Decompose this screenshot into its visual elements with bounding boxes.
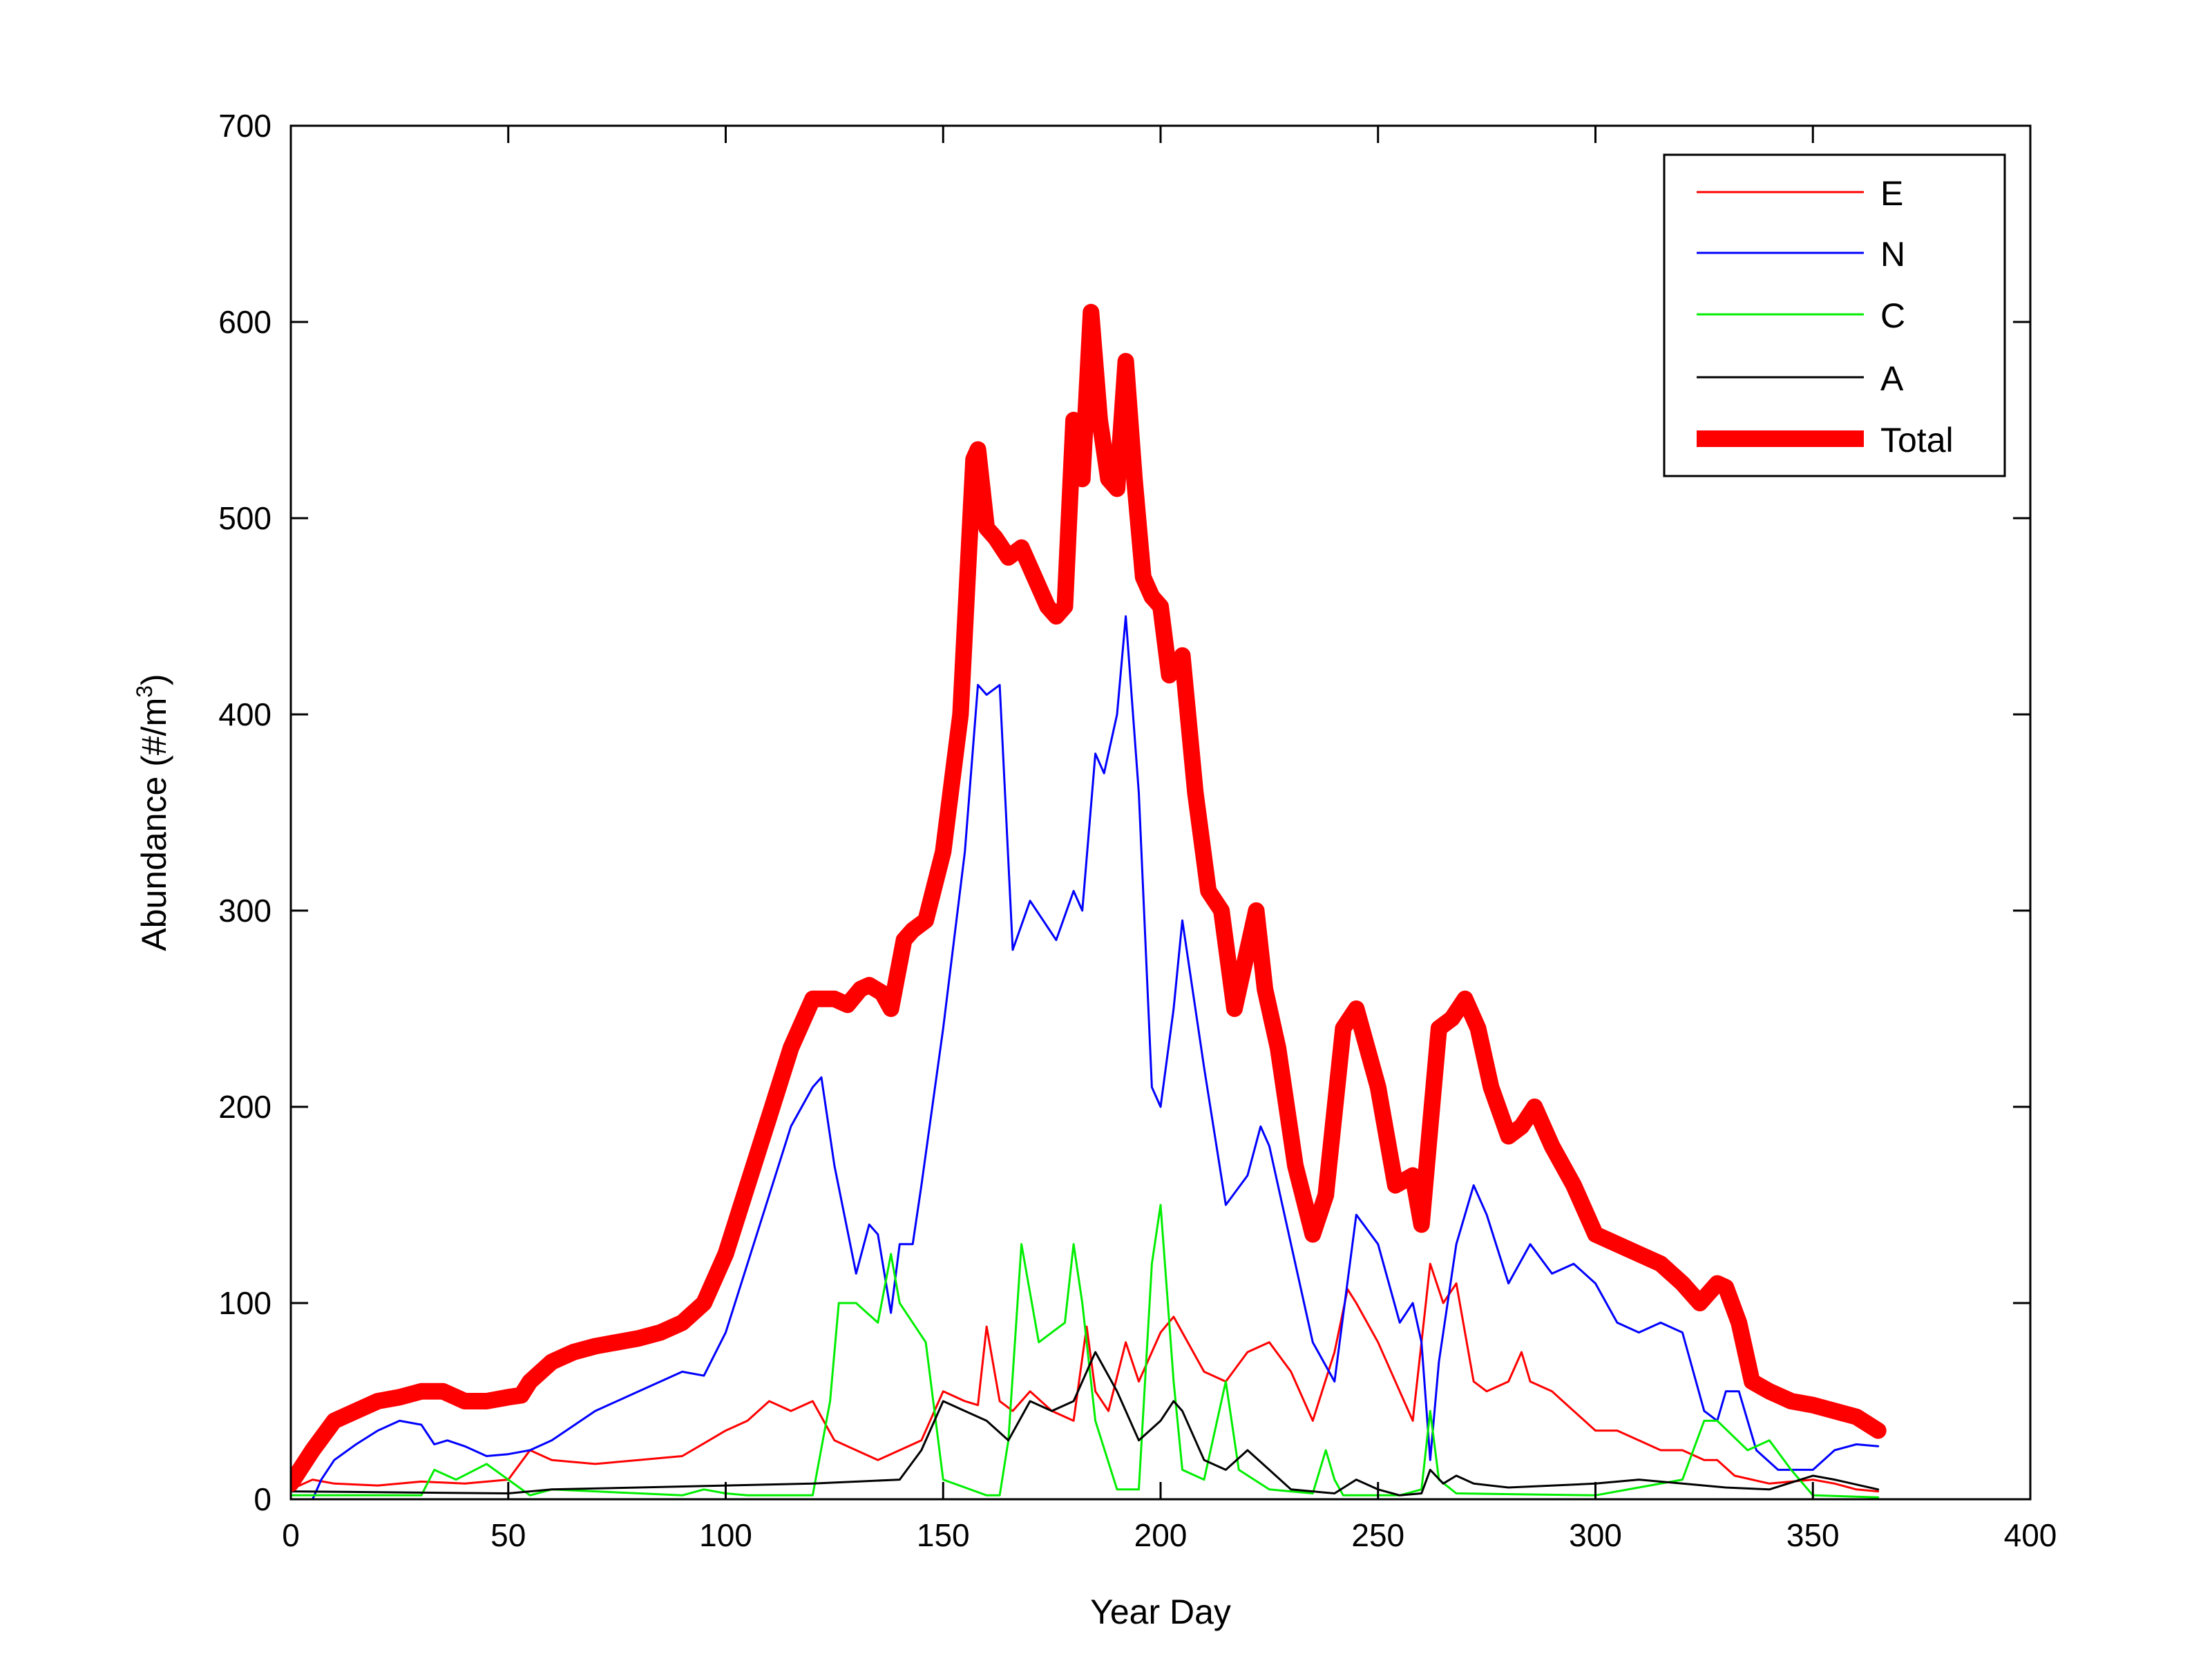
- x-tick-label: 300: [1569, 1517, 1622, 1553]
- series-line-e: [291, 1262, 1880, 1493]
- y-tick-label: 100: [218, 1285, 271, 1321]
- y-tick-label: 300: [218, 893, 271, 929]
- legend-label-a: A: [1880, 359, 1904, 398]
- x-tick-label: 0: [282, 1517, 300, 1553]
- series-line-a: [291, 1351, 1880, 1496]
- series-line-n: [291, 615, 1880, 1499]
- y-axis-label-close: ): [135, 674, 173, 685]
- y-tick-label: 500: [218, 500, 271, 536]
- legend-label-n: N: [1880, 235, 1905, 274]
- y-axis-label-main: Abundance (#/m: [135, 698, 173, 951]
- legend-label-c: C: [1880, 296, 1905, 335]
- legend-label-total: Total: [1880, 421, 1954, 459]
- legend: E N C A Total: [1663, 153, 2006, 477]
- y-tick-label: 200: [218, 1089, 271, 1125]
- y-axis-label-superscript: 3: [132, 685, 157, 698]
- x-tick-label: 150: [917, 1517, 970, 1553]
- legend-label-e: E: [1880, 174, 1903, 213]
- y-axis-label: Abundance (#/m3): [132, 674, 173, 951]
- x-tick-label: 200: [1134, 1517, 1188, 1553]
- y-tick-label: 400: [218, 696, 271, 732]
- x-tick-label: 50: [490, 1517, 526, 1553]
- x-axis-label: Year Day: [1090, 1593, 1231, 1631]
- x-tick-label: 350: [1786, 1517, 1840, 1553]
- series-line-total: [291, 303, 1887, 1492]
- y-tick-label: 0: [254, 1481, 271, 1517]
- tick-layer: 0 50 100 150 200 250 300 350 400 0 100 200 300 400 500…: [218, 108, 2057, 1553]
- y-tick-label: 600: [218, 304, 271, 340]
- x-tick-label: 250: [1351, 1517, 1404, 1553]
- y-tick-label: 700: [218, 108, 271, 144]
- x-tick-label: 400: [2004, 1517, 2057, 1553]
- x-tick-label: 100: [699, 1517, 752, 1553]
